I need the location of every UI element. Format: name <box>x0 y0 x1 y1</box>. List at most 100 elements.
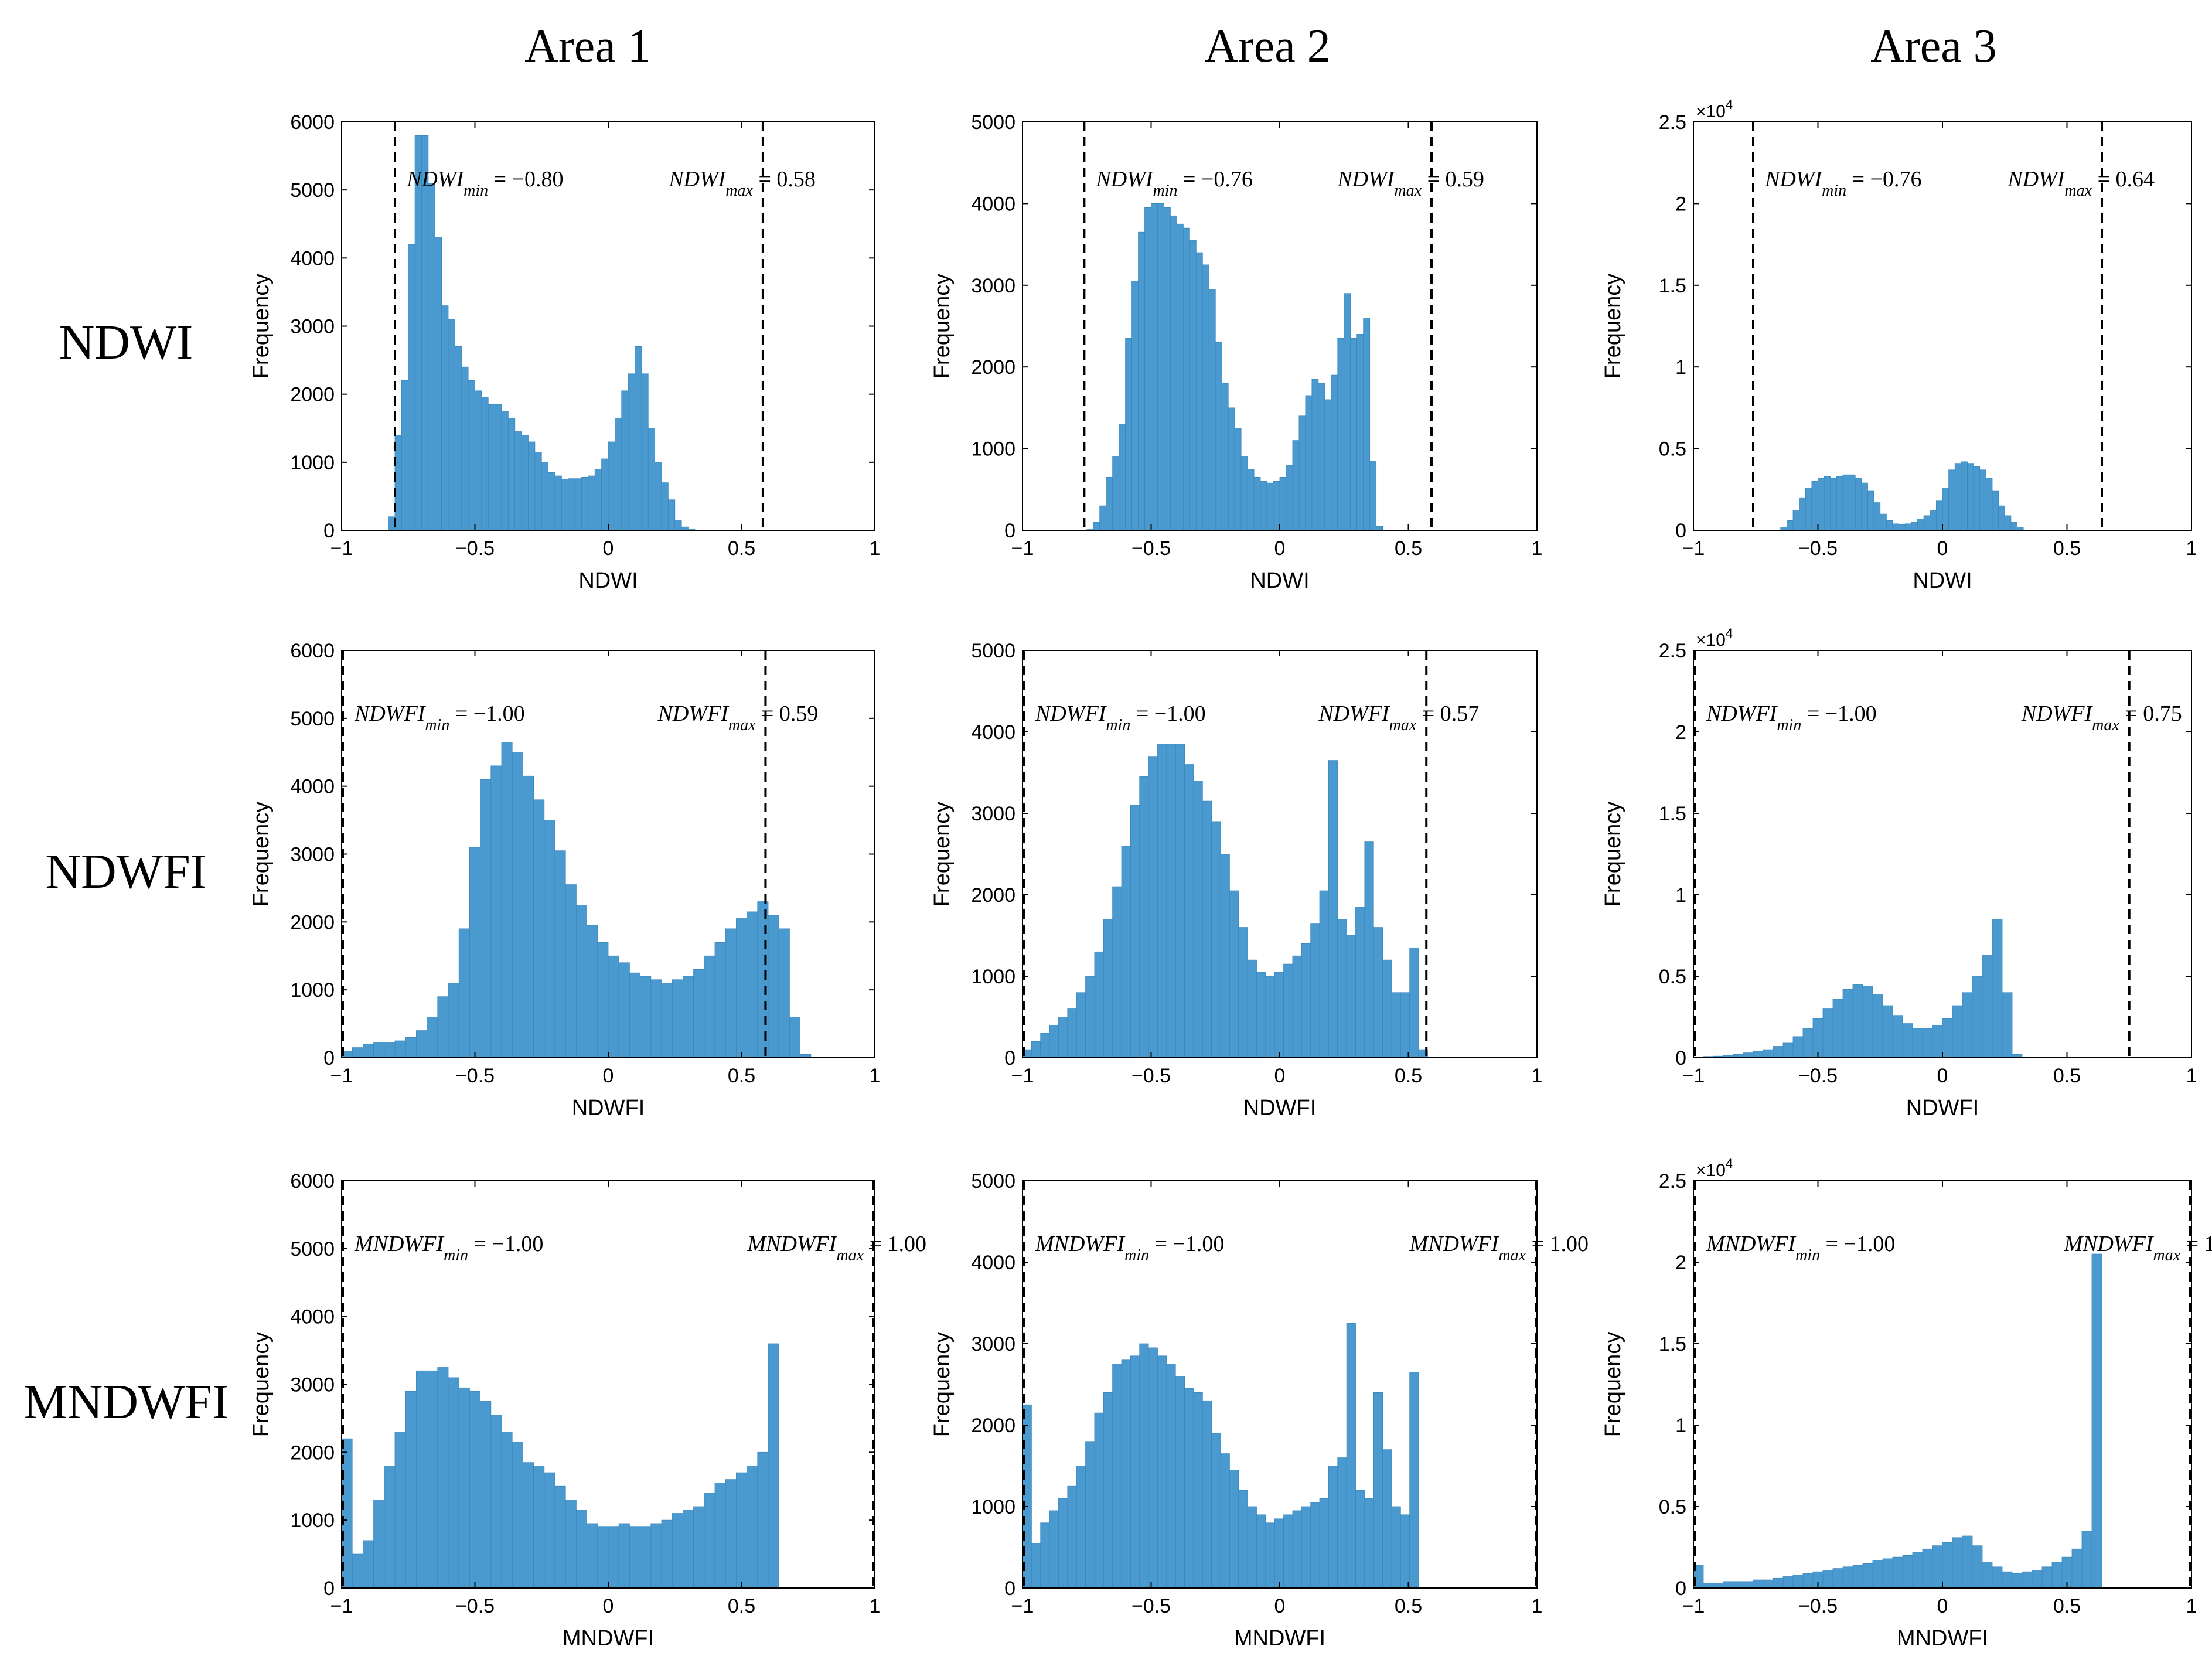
histogram-bar <box>1904 523 1912 531</box>
histogram-bar <box>1703 1583 1714 1589</box>
histogram-bar <box>1040 1033 1050 1058</box>
histogram-bar <box>1912 1552 1923 1589</box>
y-axis-label: Frequency <box>930 802 955 907</box>
histogram-bar <box>1861 482 1868 531</box>
histogram-bar <box>437 996 449 1058</box>
histogram-bar <box>640 1526 652 1589</box>
histogram-bar <box>1310 923 1320 1058</box>
histogram-bar <box>1139 776 1149 1058</box>
histogram-bar <box>554 475 562 531</box>
histogram-bar <box>1031 1543 1041 1589</box>
histogram-bar <box>512 752 523 1058</box>
y-tick-label: 2.5 <box>1659 640 1686 662</box>
histogram-bar <box>448 319 455 531</box>
histogram-bar <box>1170 215 1177 531</box>
histogram-bar <box>1382 1449 1392 1589</box>
histogram-bar <box>1409 1372 1419 1589</box>
histogram-bar <box>1331 374 1338 531</box>
histogram-bar <box>655 462 662 531</box>
histogram-bar <box>1184 1388 1194 1589</box>
histogram-bar <box>373 1500 385 1589</box>
histogram-bar <box>2032 1570 2043 1589</box>
y-tick-label: 5000 <box>971 111 1015 134</box>
histogram-bar <box>1786 520 1794 531</box>
histogram-bar <box>1298 415 1306 531</box>
y-tick-label: 2000 <box>971 356 1015 379</box>
y-tick-label: 4000 <box>971 193 1015 215</box>
y-axis-label: Frequency <box>249 1332 274 1437</box>
x-tick-label: 0 <box>1274 537 1286 560</box>
y-tick-label: 0 <box>323 1047 335 1069</box>
histogram-bar <box>768 1343 779 1589</box>
threshold-annotation: MNDWFImax = 1.00 <box>747 1232 926 1265</box>
y-axis-label: Frequency <box>249 274 274 379</box>
histogram-bar <box>1932 1545 1943 1589</box>
histogram-bar <box>1882 1005 1893 1058</box>
histogram-bar <box>501 411 509 531</box>
y-tick-label: 5000 <box>971 1170 1015 1192</box>
histogram-bar <box>778 928 790 1058</box>
histogram-bar <box>1076 1466 1086 1589</box>
y-tick-label: 2000 <box>971 884 1015 907</box>
histogram-bar <box>1962 1535 1973 1589</box>
x-axis-label: MNDWFI <box>563 1626 654 1651</box>
histogram-bar <box>1979 469 1986 531</box>
histogram-bar <box>1391 1506 1401 1589</box>
y-tick-label: 2000 <box>290 384 335 406</box>
histogram-bar <box>1935 500 1943 531</box>
histogram-bar <box>554 1485 566 1589</box>
histogram-bar <box>1948 469 1955 531</box>
y-tick-label: 3000 <box>971 275 1015 297</box>
histogram-bar <box>1713 1583 1724 1589</box>
x-axis-label: MNDWFI <box>1897 1626 1988 1651</box>
histogram-bar <box>568 478 575 531</box>
y-tick-label: 2000 <box>290 911 335 933</box>
histogram-bar <box>1292 1510 1302 1589</box>
column-header-area-2: Area 2 <box>1204 21 1330 72</box>
x-tick-label: 0.5 <box>1395 537 1422 560</box>
histogram-bar <box>1802 1573 1814 1589</box>
histogram-bar <box>1328 760 1338 1058</box>
histogram-bar <box>1350 338 1358 531</box>
histogram-bar <box>736 918 748 1058</box>
y-tick-label: 5000 <box>971 640 1015 662</box>
histogram-bar <box>1266 482 1274 531</box>
histogram-bar <box>2022 1571 2033 1589</box>
histogram-panel: −1 −0.5 0 0.5 1 0 1000 2000 3000 4000 5000 NDWFI Fre… <box>930 640 1542 1120</box>
histogram-bar <box>427 1017 438 1058</box>
row-header-ndwfi: NDWFI <box>45 844 206 899</box>
histogram-bar <box>1058 1498 1068 1589</box>
histogram-bar <box>565 1500 577 1589</box>
x-tick-label: −0.5 <box>455 1065 495 1087</box>
histogram-bar <box>1193 1392 1203 1589</box>
histogram-bar <box>1238 1490 1248 1589</box>
histogram-bar <box>1346 935 1356 1058</box>
histogram-bar <box>1972 976 1983 1058</box>
y-tick-label: 0.5 <box>1659 438 1686 461</box>
histogram-bar <box>1031 1041 1041 1058</box>
histogram-panel: −1 −0.5 0 0.5 1 0 0.5 1 1.5 2 2.5 ×104 NDWFI Frequenc… <box>1601 626 2197 1120</box>
histogram-bar <box>704 955 715 1058</box>
x-tick-label: 1 <box>2186 1065 2197 1087</box>
histogram-bar <box>1229 890 1239 1058</box>
histogram-bar <box>1824 476 1831 531</box>
histogram-bar <box>1301 943 1311 1058</box>
histogram-bar <box>1094 951 1104 1058</box>
histogram-bar <box>1256 1514 1266 1589</box>
y-tick-label: 0.5 <box>1659 1496 1686 1518</box>
histogram-bar <box>1733 1581 1744 1589</box>
histogram-bar <box>2012 1573 2023 1589</box>
y-tick-label: 1 <box>1675 1415 1686 1437</box>
x-tick-label: −0.5 <box>1131 1595 1171 1617</box>
histogram-bar <box>1998 505 2005 531</box>
histogram-bar <box>1782 1042 1794 1058</box>
histogram-bar <box>1743 1581 1754 1589</box>
histogram-bar <box>454 346 462 531</box>
histogram-bar <box>1324 399 1332 531</box>
histogram-bar <box>1830 478 1837 531</box>
histogram-bar <box>1723 1581 1734 1589</box>
histogram-bar <box>1753 1579 1764 1589</box>
histogram-bar <box>1311 379 1319 531</box>
histogram-bar <box>629 972 641 1058</box>
histogram-bar <box>672 979 683 1058</box>
